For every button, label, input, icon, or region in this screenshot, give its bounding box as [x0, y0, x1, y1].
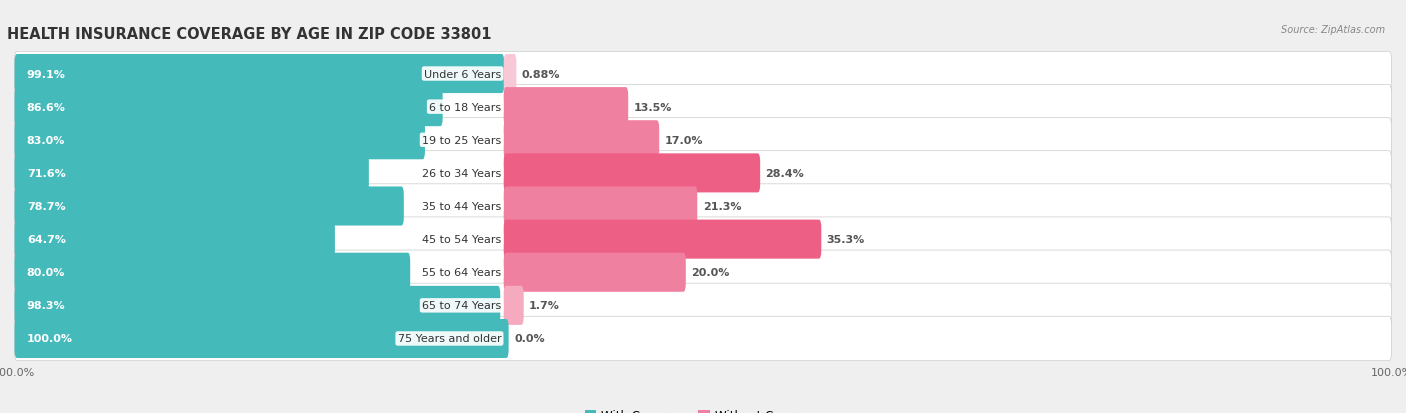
- FancyBboxPatch shape: [14, 184, 1392, 229]
- FancyBboxPatch shape: [14, 121, 425, 160]
- Text: 100.0%: 100.0%: [27, 334, 73, 344]
- Text: 86.6%: 86.6%: [27, 102, 66, 112]
- Text: 1.7%: 1.7%: [529, 301, 560, 311]
- FancyBboxPatch shape: [503, 220, 821, 259]
- Text: 35 to 44 Years: 35 to 44 Years: [422, 202, 502, 211]
- Text: Source: ZipAtlas.com: Source: ZipAtlas.com: [1281, 25, 1385, 35]
- Text: 26 to 34 Years: 26 to 34 Years: [422, 169, 502, 178]
- Text: 20.0%: 20.0%: [692, 268, 730, 278]
- Text: HEALTH INSURANCE COVERAGE BY AGE IN ZIP CODE 33801: HEALTH INSURANCE COVERAGE BY AGE IN ZIP …: [7, 26, 492, 41]
- FancyBboxPatch shape: [14, 286, 501, 325]
- Text: 99.1%: 99.1%: [27, 69, 66, 79]
- Text: 45 to 54 Years: 45 to 54 Years: [422, 235, 502, 244]
- FancyBboxPatch shape: [14, 217, 1392, 262]
- Text: 80.0%: 80.0%: [27, 268, 65, 278]
- FancyBboxPatch shape: [503, 154, 761, 193]
- FancyBboxPatch shape: [14, 154, 368, 193]
- Text: 17.0%: 17.0%: [665, 135, 703, 145]
- Text: 65 to 74 Years: 65 to 74 Years: [422, 301, 502, 311]
- FancyBboxPatch shape: [14, 85, 1392, 130]
- Text: 19 to 25 Years: 19 to 25 Years: [422, 135, 502, 145]
- FancyBboxPatch shape: [14, 250, 1392, 295]
- Text: 83.0%: 83.0%: [27, 135, 65, 145]
- Text: 35.3%: 35.3%: [827, 235, 865, 244]
- Text: 98.3%: 98.3%: [27, 301, 66, 311]
- FancyBboxPatch shape: [14, 220, 335, 259]
- Legend: With Coverage, Without Coverage: With Coverage, Without Coverage: [579, 404, 827, 413]
- FancyBboxPatch shape: [14, 316, 1392, 361]
- Text: 21.3%: 21.3%: [703, 202, 741, 211]
- FancyBboxPatch shape: [14, 88, 443, 127]
- FancyBboxPatch shape: [14, 52, 1392, 97]
- Text: 28.4%: 28.4%: [766, 169, 804, 178]
- Text: 0.0%: 0.0%: [515, 334, 544, 344]
- FancyBboxPatch shape: [14, 319, 509, 358]
- FancyBboxPatch shape: [14, 253, 411, 292]
- Text: 78.7%: 78.7%: [27, 202, 66, 211]
- FancyBboxPatch shape: [503, 121, 659, 160]
- FancyBboxPatch shape: [14, 283, 1392, 328]
- FancyBboxPatch shape: [14, 55, 505, 94]
- Text: 0.88%: 0.88%: [522, 69, 561, 79]
- Text: 55 to 64 Years: 55 to 64 Years: [422, 268, 502, 278]
- Text: Under 6 Years: Under 6 Years: [425, 69, 502, 79]
- FancyBboxPatch shape: [503, 55, 516, 94]
- FancyBboxPatch shape: [14, 118, 1392, 163]
- FancyBboxPatch shape: [503, 88, 628, 127]
- Text: 13.5%: 13.5%: [634, 102, 672, 112]
- Text: 75 Years and older: 75 Years and older: [398, 334, 502, 344]
- FancyBboxPatch shape: [503, 253, 686, 292]
- Text: 64.7%: 64.7%: [27, 235, 66, 244]
- Text: 6 to 18 Years: 6 to 18 Years: [429, 102, 502, 112]
- FancyBboxPatch shape: [14, 187, 404, 226]
- FancyBboxPatch shape: [503, 286, 523, 325]
- FancyBboxPatch shape: [14, 151, 1392, 196]
- Text: 71.6%: 71.6%: [27, 169, 66, 178]
- FancyBboxPatch shape: [503, 187, 697, 226]
